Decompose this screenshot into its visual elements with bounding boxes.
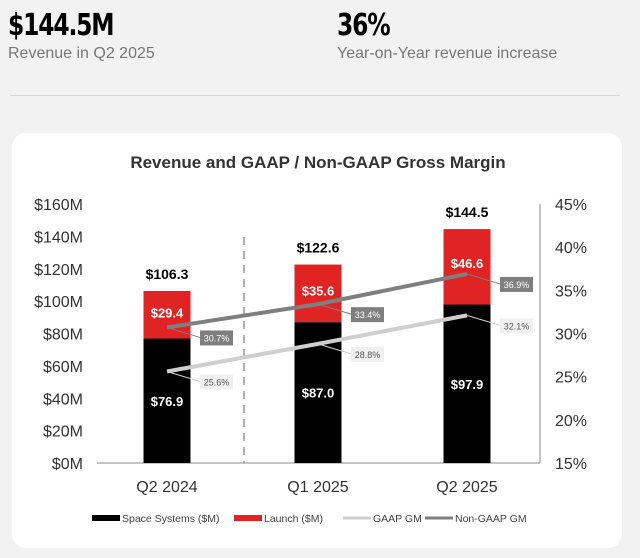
- left-axis-tick: $100M: [34, 294, 83, 311]
- chart-title: Revenue and GAAP / Non-GAAP Gross Margin: [130, 153, 505, 172]
- gaap-gm-label: 32.1%: [504, 321, 530, 331]
- gaap-gm-label: 25.6%: [204, 377, 230, 387]
- kpi-growth: 36% Year-on-Year revenue increase: [337, 8, 557, 63]
- left-axis-tick: $60M: [43, 359, 83, 376]
- kpi-label: Revenue in Q2 2025: [8, 45, 155, 62]
- margin-label-box: [200, 374, 233, 390]
- right-axis-tick: 30%: [555, 327, 587, 344]
- bar-total-label: $106.3: [146, 266, 189, 282]
- legend-swatch: [234, 515, 262, 521]
- legend-label: Launch ($M): [264, 513, 323, 525]
- left-axis-tick: $40M: [43, 391, 83, 408]
- leader-line: [466, 314, 501, 326]
- bar-launch: [443, 229, 491, 305]
- margin-label-box: [351, 346, 384, 362]
- kpi-label: Year-on-Year revenue increase: [337, 45, 558, 62]
- leader-line: [317, 303, 352, 315]
- left-axis-tick: $80M: [43, 327, 83, 344]
- margin-label-box: [351, 307, 384, 323]
- bar-total-label: $122.6: [297, 240, 340, 256]
- bar-label-launch: $35.6: [302, 283, 335, 298]
- leader-line: [166, 371, 201, 382]
- legend-label: Space Systems ($M): [122, 513, 219, 525]
- x-axis-tick: Q1 2025: [287, 479, 348, 496]
- left-axis-tick: $160M: [34, 197, 83, 214]
- bar-space-systems: [143, 338, 191, 463]
- left-axis-tick: $0M: [52, 456, 83, 473]
- non-gaap-gm-label: 33.4%: [355, 310, 381, 320]
- right-axis-tick: 45%: [555, 197, 587, 214]
- gaap-gm-label: 28.8%: [355, 350, 381, 360]
- left-axis-tick: $120M: [34, 262, 83, 279]
- legend-label: GAAP GM: [373, 513, 422, 525]
- left-axis-tick: $140M: [34, 229, 83, 246]
- non-gaap-gm-label: 36.9%: [504, 280, 530, 290]
- bar-label-space-systems: $87.0: [302, 386, 335, 401]
- kpi-revenue: $144.5M Revenue in Q2 2025: [8, 8, 155, 63]
- kpi-value: $144.5M: [8, 8, 115, 43]
- right-axis-tick: 40%: [555, 240, 587, 257]
- bar-launch: [294, 264, 342, 323]
- leader-line: [466, 273, 501, 285]
- non-gaap-gm-label: 30.7%: [204, 333, 230, 343]
- x-axis-tick: Q2 2024: [136, 479, 197, 496]
- margin-label-box: [200, 330, 233, 346]
- leader-line: [166, 326, 201, 338]
- x-axis-tick: Q2 2025: [436, 479, 497, 496]
- legend-label: Non-GAAP GM: [455, 513, 527, 525]
- right-axis-tick: 20%: [555, 413, 587, 430]
- divider: [10, 95, 620, 96]
- bar-label-space-systems: $97.9: [451, 377, 484, 392]
- right-axis-tick: 35%: [555, 283, 587, 300]
- leader-line: [317, 343, 352, 355]
- margin-label-box: [500, 276, 533, 292]
- bar-label-launch: $29.4: [151, 305, 184, 320]
- bar-label-space-systems: $76.9: [151, 394, 184, 409]
- left-axis-tick: $20M: [43, 424, 83, 441]
- bar-launch: [143, 290, 191, 339]
- bar-total-label: $144.5: [446, 204, 489, 220]
- legend-swatch: [92, 515, 120, 521]
- right-axis-tick: 25%: [555, 370, 587, 387]
- margin-label-box: [500, 318, 533, 334]
- bar-space-systems: [443, 304, 491, 463]
- kpi-value: 36%: [337, 8, 391, 43]
- right-axis-tick: 15%: [555, 456, 587, 473]
- bar-label-launch: $46.6: [451, 256, 484, 271]
